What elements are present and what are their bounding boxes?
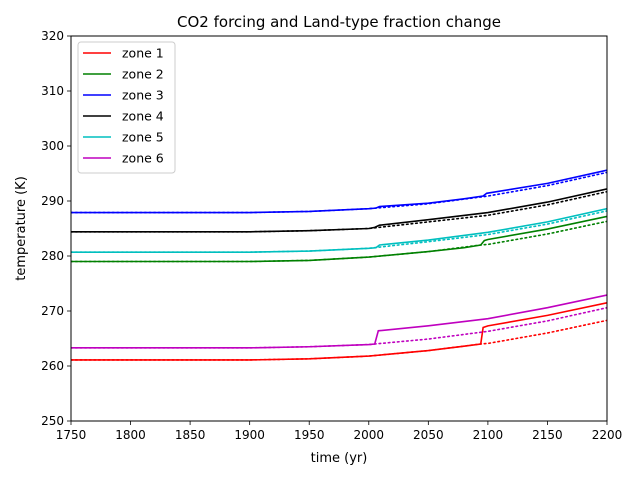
y-tick-label: 260 (41, 359, 64, 373)
x-tick-label: 1950 (294, 428, 325, 442)
y-tick-label: 270 (41, 304, 64, 318)
x-tick-label: 1850 (175, 428, 206, 442)
plot-lines (71, 169, 607, 361)
x-tick-label: 2000 (354, 428, 385, 442)
series-3-dotted-line (71, 220, 607, 263)
chart-title: CO2 forcing and Land-type fraction chang… (177, 13, 501, 31)
y-axis: 250 260 270 280 290 300 310 320 (41, 29, 71, 428)
legend: zone 1 zone 2 zone 3 zone 4 zone 5 zone 6 (77, 41, 176, 174)
series-9-dotted-line (71, 210, 607, 253)
y-tick-label: 290 (41, 194, 64, 208)
legend-label: zone 1 (122, 46, 164, 61)
x-tick-label: 2100 (473, 428, 504, 442)
x-axis-label: time (yr) (311, 451, 368, 466)
y-tick-label: 310 (41, 84, 64, 98)
x-axis: 1750 1800 1850 1900 1950 2000 2050 2100 2150 2200 (56, 421, 623, 442)
zone-5-line (71, 207, 607, 253)
plot-frame (70, 35, 608, 422)
legend-label: zone 3 (122, 88, 164, 103)
series-5-dotted-line (71, 171, 607, 214)
y-tick-label: 300 (41, 139, 64, 153)
x-tick-label: 1750 (56, 428, 87, 442)
x-tick-label: 1900 (234, 428, 265, 442)
series-1-dotted-line (71, 319, 607, 361)
legend-label: zone 4 (122, 109, 164, 124)
x-tick-label: 1800 (115, 428, 146, 442)
series-7-dotted-line (71, 190, 607, 233)
y-tick-label: 280 (41, 249, 64, 263)
x-tick-label: 2200 (592, 428, 623, 442)
legend-label: zone 6 (122, 151, 164, 166)
legend-label: zone 5 (122, 130, 164, 145)
legend-label: zone 2 (122, 67, 164, 82)
series-11-dotted-line (71, 306, 607, 349)
x-tick-label: 2150 (532, 428, 563, 442)
y-tick-label: 250 (41, 414, 64, 428)
y-tick-label: 320 (41, 29, 64, 43)
x-tick-label: 2050 (413, 428, 444, 442)
y-axis-label: temperature (K) (14, 176, 29, 281)
